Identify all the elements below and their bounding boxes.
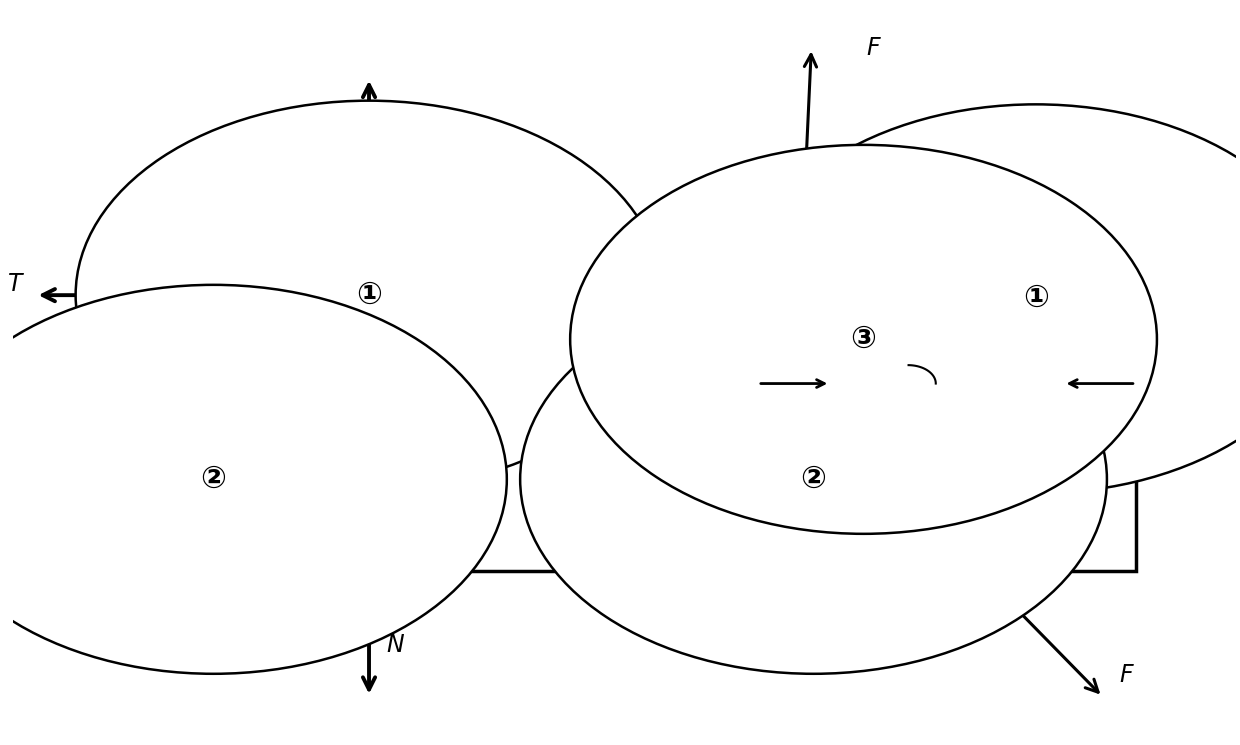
Text: $T$: $T$: [719, 456, 737, 481]
Text: ②: ②: [201, 465, 227, 494]
Text: $\beta$: $\beta$: [916, 345, 930, 369]
Circle shape: [570, 145, 1157, 534]
Text: $N$: $N$: [386, 118, 404, 142]
Text: $T$: $T$: [6, 272, 25, 296]
Bar: [157, 387, 580, 571]
Circle shape: [0, 285, 507, 673]
Text: $F$: $F$: [866, 37, 882, 60]
Text: ①: ①: [1023, 285, 1049, 314]
Bar: [758, 203, 1136, 387]
Circle shape: [743, 104, 1240, 493]
Text: ①: ①: [356, 281, 382, 310]
Text: $N$: $N$: [386, 633, 404, 657]
Text: ③: ③: [851, 325, 877, 354]
Bar: [157, 203, 580, 387]
Circle shape: [520, 285, 1107, 673]
Circle shape: [76, 101, 662, 489]
Text: $F$: $F$: [1120, 662, 1135, 687]
Bar: [758, 387, 1136, 571]
Text: ②: ②: [801, 465, 827, 494]
